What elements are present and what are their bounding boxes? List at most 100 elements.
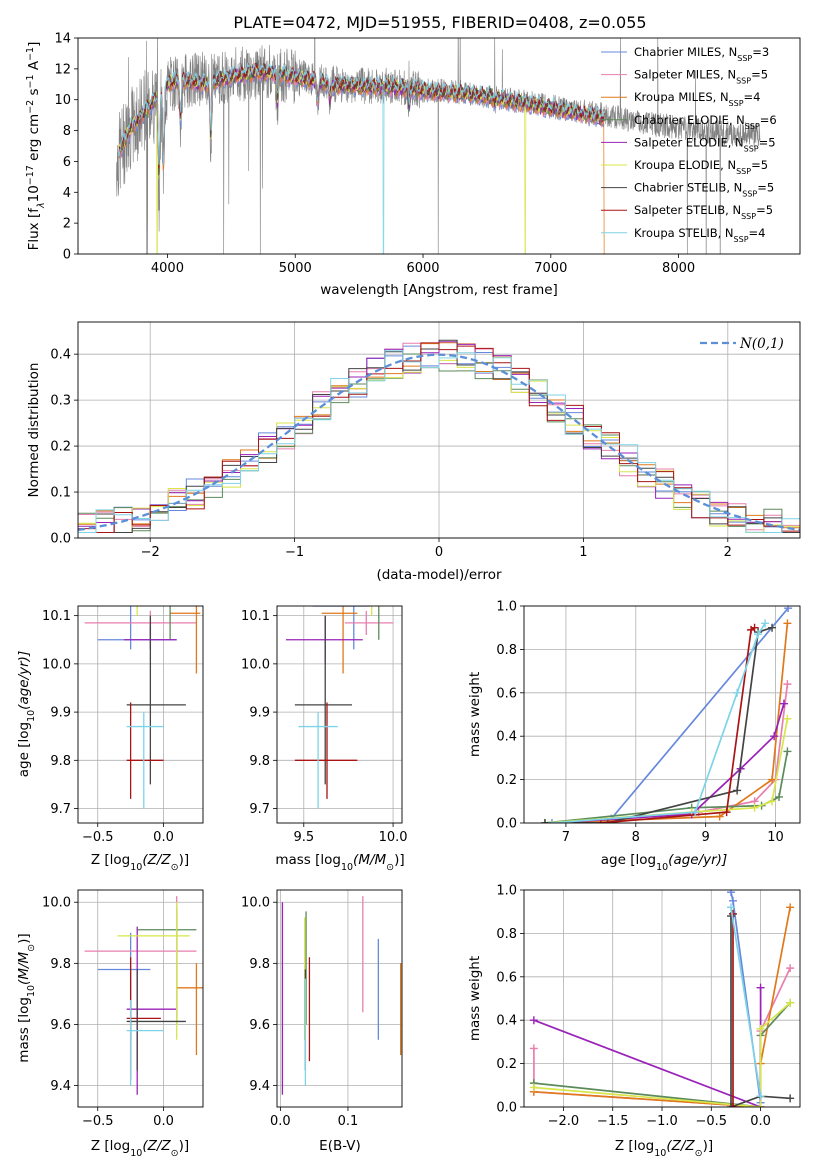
- axes-frame: [77, 889, 204, 1108]
- legend-suffix: =5: [757, 181, 774, 195]
- y-tick-label: 9.9: [50, 706, 71, 721]
- y-label-part: Flux [f: [26, 207, 42, 251]
- x-tick-label: 7000: [534, 261, 567, 276]
- legend-subscript: SSP: [736, 167, 751, 176]
- y-tick-label: 12: [54, 62, 71, 77]
- y-tick-label: 0.0: [496, 1101, 517, 1116]
- data-marker: [727, 1103, 735, 1107]
- data-marker: [779, 699, 788, 708]
- y-axis-label: age [log10(age/yr)]: [16, 651, 37, 777]
- legend-name: Salpeter ELODIE, N: [634, 135, 744, 149]
- series-kroupa-elodie: [533, 1002, 791, 1107]
- data-marker: [756, 1092, 765, 1101]
- y-tick-label: 2: [63, 217, 71, 232]
- data-marker: [727, 890, 735, 897]
- x-tick-label: 9: [702, 830, 710, 845]
- spectrum-panel: 4000 5000 6000 7000 8000 0 2 4 6 8 10 12 14 Chabrier …: [25, 32, 801, 298]
- legend-name: Salpeter STELIB, N: [634, 203, 741, 217]
- y-tick-label: 0.2: [496, 773, 517, 788]
- label-part: )]: [703, 1138, 714, 1154]
- x-tick-label: 10: [767, 830, 784, 845]
- data-marker: [756, 1103, 765, 1107]
- legend-name: Chabrier ELODIE, N: [634, 113, 745, 127]
- x-tick-label: −1: [285, 545, 304, 560]
- label-part: (age/yr)]: [16, 651, 32, 710]
- legend-suffix: =4: [744, 90, 761, 104]
- y-label-part: −1: [25, 74, 36, 88]
- y-label-part: ]: [26, 42, 42, 47]
- label-part: )]: [16, 933, 32, 944]
- x-tick-label: −0.5: [82, 830, 114, 845]
- data-marker: [756, 1024, 765, 1033]
- plot-area: [84, 606, 201, 809]
- y-label-part: −17: [25, 165, 36, 185]
- y-label-part: λ: [36, 202, 47, 209]
- legend-name: Kroupa ELODIE, N: [634, 158, 736, 172]
- series-chabrier-elodie: [544, 751, 789, 823]
- axes-frame: [77, 321, 801, 539]
- normal-curve: [78, 353, 800, 532]
- data-marker: [754, 630, 763, 639]
- x-tick-label: 0.0: [270, 1114, 291, 1129]
- label-part: 10: [130, 1148, 142, 1159]
- y-label-part: A: [26, 60, 42, 74]
- legend-suffix: =5: [756, 203, 773, 217]
- series-salpeter-elodie: [551, 703, 785, 823]
- data-marker: [529, 1083, 538, 1092]
- x-tick-label: 4000: [151, 261, 184, 276]
- legend-subscript: SSP: [729, 99, 744, 108]
- legend-suffix: =5: [751, 68, 768, 82]
- histogram-kroupa-stelib: [78, 350, 800, 538]
- legend-entry: Chabrier ELODIE, NSSP=6: [634, 113, 777, 131]
- x-tick-label: 0.0: [153, 1114, 174, 1129]
- legend-entry: Salpeter MILES, NSSP=5: [634, 68, 768, 86]
- series-kroupa-stelib: [730, 907, 762, 1097]
- x-axis-label: age [log10(age/yr)]: [601, 852, 727, 873]
- label-part: mass [log: [16, 997, 32, 1063]
- data-marker: [783, 680, 792, 689]
- x-tick-label: −0.5: [82, 1114, 114, 1129]
- y-tick-label: 8: [63, 124, 71, 139]
- label-part: age [log: [601, 852, 656, 868]
- label-part: )]: [179, 1138, 190, 1154]
- label-part: ⊙: [26, 944, 37, 952]
- legend-suffix: =3: [752, 45, 769, 59]
- y-tick-label: 0.4: [50, 348, 71, 363]
- age-vs-metallicity-panel: −0.5 0.09.79.89.910.010.1Z [log10(Z/Z⊙)]a…: [16, 605, 204, 873]
- y-tick-label: 9.7: [249, 802, 270, 817]
- data-marker: [786, 998, 795, 1007]
- legend-name: Kroupa STELIB, N: [634, 226, 734, 240]
- x-tick-label: −2.0: [548, 1114, 580, 1129]
- label-part: 10: [341, 862, 353, 873]
- legend-suffix: =5: [759, 135, 776, 149]
- label-part: )]: [179, 852, 190, 868]
- y-tick-label: 9.6: [50, 1018, 71, 1033]
- y-tick-label: 0.3: [50, 394, 71, 409]
- data-marker: [728, 1103, 737, 1107]
- legend-subscript: SSP: [736, 76, 751, 85]
- data-marker: [783, 714, 792, 723]
- legend-subscript: SSP: [742, 189, 757, 198]
- data-marker: [540, 819, 549, 823]
- y-tick-label: 14: [54, 32, 71, 47]
- legend-suffix: =6: [760, 113, 777, 127]
- label-part: Z [log: [91, 852, 130, 868]
- data-marker: [784, 606, 793, 613]
- legend-entry: Kroupa STELIB, NSSP=4: [634, 226, 765, 244]
- x-tick-label: −1.5: [597, 1114, 629, 1129]
- legend-entry: N(0,1): [739, 336, 784, 352]
- y-tick-label: 9.8: [249, 957, 270, 972]
- data-marker: [761, 619, 770, 628]
- mass-vs-metallicity-panel: −0.5 0.09.49.69.810.0Z [log10(Z/Z⊙)]mass …: [16, 889, 204, 1159]
- plot-area: [281, 896, 402, 1095]
- label-part: (M/M: [353, 852, 386, 868]
- y-tick-label: 9.8: [249, 754, 270, 769]
- y-tick-label: 9.4: [249, 1079, 270, 1094]
- y-tick-label: 10.1: [241, 609, 270, 624]
- label-part: (M/M: [16, 951, 32, 984]
- y-tick-label: 9.7: [50, 802, 71, 817]
- axes-frame: [77, 605, 204, 824]
- label-part: mass [log: [275, 852, 341, 868]
